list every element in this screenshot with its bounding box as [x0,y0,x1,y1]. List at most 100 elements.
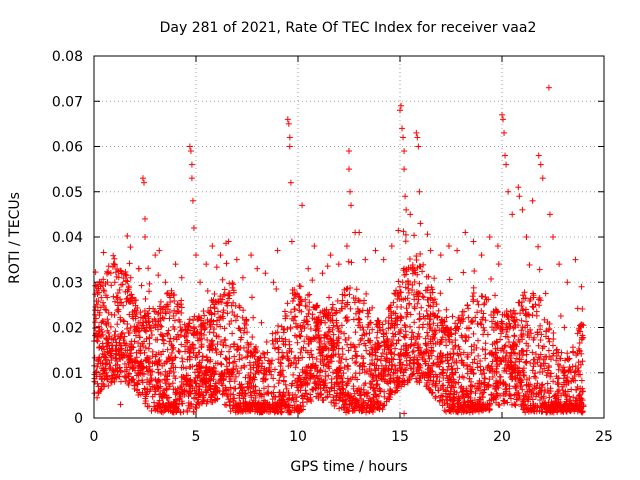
data-point [449,313,456,320]
y-tick-label: 0.02 [52,321,83,337]
data-point [231,353,238,360]
data-point [339,351,346,358]
data-point [100,249,107,256]
data-point [574,305,581,312]
data-point [469,293,476,300]
data-point [178,304,185,311]
data-point [343,356,350,363]
data-point [443,314,450,321]
data-point [576,340,583,347]
data-point [174,385,181,392]
data-point [227,344,234,351]
data-point [171,317,178,324]
data-point [361,297,368,304]
data-point [523,234,530,240]
data-point [502,152,509,159]
data-point [303,390,310,397]
data-point [408,341,415,348]
data-point [343,243,350,250]
data-point [241,325,248,332]
data-point [536,407,543,414]
data-point [190,224,197,231]
data-point [411,305,418,312]
data-point [430,320,437,327]
data-point [209,337,216,344]
data-point [296,403,303,410]
data-point [210,364,217,371]
data-point [305,265,312,272]
data-point [99,350,106,357]
data-point [127,244,134,251]
data-point [152,252,159,259]
data-point [119,281,126,288]
data-point [462,229,469,236]
data-point [150,322,157,329]
data-point [213,349,220,356]
data-point [503,328,510,335]
data-point [103,335,110,342]
data-point [104,376,111,383]
data-point [407,211,414,218]
data-point [155,272,162,279]
data-point [575,364,582,371]
data-point [304,292,311,299]
data-point [397,107,403,114]
data-point [114,302,121,309]
data-point [564,279,571,286]
data-point [478,252,485,259]
data-point [495,261,502,268]
data-point [292,314,299,321]
data-point [578,283,585,290]
data-point [402,271,409,278]
data-point [326,324,333,331]
data-point [321,360,328,367]
data-point [529,197,536,204]
data-point [260,385,267,392]
data-point [275,322,282,329]
data-point [374,339,381,346]
data-point [275,356,282,363]
data-point [536,266,543,273]
data-point [229,280,236,287]
y-tick-label: 0.01 [52,366,83,382]
data-point [565,356,572,363]
data-point [337,359,344,366]
data-point [335,325,342,332]
x-tick-label: 15 [391,429,409,445]
y-axis-label: ROTI / TECUs [7,192,23,284]
data-point [307,325,314,332]
data-point [464,365,471,372]
data-point [324,353,331,360]
data-point [478,307,485,314]
data-point [110,252,117,259]
data-point [403,313,410,320]
data-point [398,102,405,109]
data-point [258,319,265,326]
data-point [522,324,529,331]
data-point [284,116,291,123]
data-point [169,409,176,416]
data-point [523,359,530,366]
data-point [535,152,542,159]
data-point [186,143,193,150]
data-point [530,390,537,397]
data-point [319,270,326,277]
data-point [201,312,208,319]
data-point [145,265,152,272]
data-point [443,306,450,313]
data-point [154,321,161,328]
data-point [423,379,430,386]
data-point [223,260,230,267]
data-point [380,372,387,379]
data-point [389,330,396,337]
data-point [488,275,495,282]
data-point [154,336,161,343]
data-point [470,284,477,291]
data-point [546,211,553,218]
data-point [122,271,129,278]
data-point [239,274,246,281]
data-point [221,325,228,332]
data-point [311,380,318,387]
data-point [566,364,573,371]
data-point [349,355,356,362]
